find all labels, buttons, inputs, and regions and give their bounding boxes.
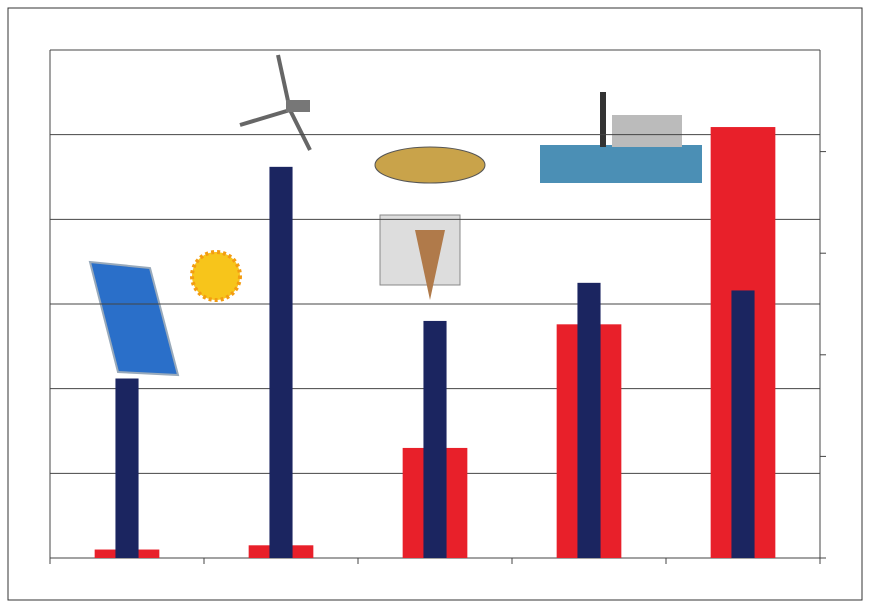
wind-turbine-illustration bbox=[239, 54, 312, 151]
hydro-illustration bbox=[374, 146, 486, 300]
bar bbox=[577, 282, 601, 558]
power-plant-illustration bbox=[540, 92, 702, 183]
bar bbox=[423, 320, 447, 558]
bar bbox=[115, 378, 139, 558]
solar-illustration bbox=[88, 250, 242, 377]
bar bbox=[269, 166, 293, 558]
bar bbox=[731, 290, 755, 558]
